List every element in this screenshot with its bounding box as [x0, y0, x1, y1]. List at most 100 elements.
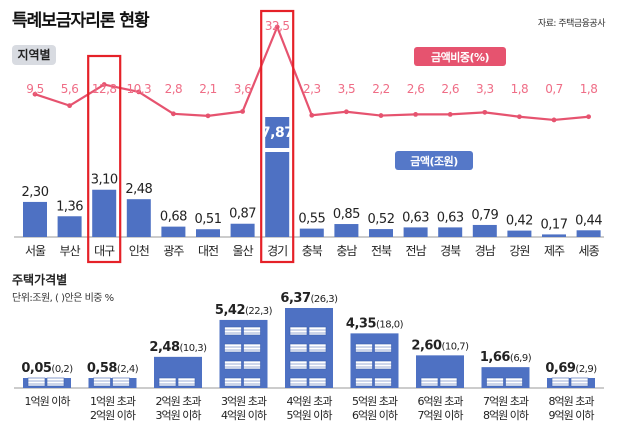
bar-7: [230, 223, 255, 237]
chart2-unit-note: 단위:조원, ( )안은 비중 %: [12, 293, 114, 304]
price-amount-1: 0,05: [21, 361, 52, 376]
bar-label-13: 0,63: [437, 210, 464, 225]
share-label-5: 2,8: [165, 82, 183, 96]
price-share-4: (22,3): [245, 306, 273, 317]
money-stack-icon: [158, 377, 196, 387]
share-point-6: [205, 113, 211, 119]
share-point-14: [482, 109, 488, 115]
share-label-10: 3,5: [338, 82, 356, 96]
bar-label-17: 0,44: [575, 213, 602, 228]
highlight-box-2: [260, 9, 295, 264]
price-tick-9-2: 9억원 이하: [549, 408, 595, 422]
share-label-7: 3,6: [234, 82, 252, 96]
money-stack-icon: [551, 377, 589, 387]
price-bar-8: [481, 367, 530, 388]
share-point-13: [447, 112, 453, 117]
chart2-header: 주택가격별 단위:조원, ( )안은 비중 %: [12, 271, 619, 311]
share-point-5: [171, 111, 176, 117]
bar-label-4: 2,48: [125, 182, 152, 197]
money-stack-icon: [420, 377, 458, 387]
x-tick-1: 서울: [25, 244, 46, 258]
share-point-1: [32, 91, 38, 97]
x-tick-16: 제주: [544, 244, 565, 258]
price-tick-6-2: 6억원 이하: [352, 408, 398, 422]
x-tick-9: 충북: [302, 244, 323, 258]
price-tick-8-2: 8억원 이하: [483, 408, 529, 422]
legend-amount-label: 금액(조원): [410, 154, 458, 168]
price-tick-6-1: 5억원 초과: [352, 395, 398, 408]
bar-label-7: 0,87: [229, 207, 256, 222]
price-amount-8: 1,66: [480, 350, 511, 365]
price-amount-2: 0,58: [87, 361, 118, 376]
legend-share-label: 금액비중(%): [431, 50, 490, 64]
bar-16: [542, 234, 566, 237]
price-bar-1: [23, 377, 71, 388]
price-share-5: (26,3): [311, 294, 339, 305]
price-tick-2-2: 2억원 이하: [90, 408, 136, 422]
share-label-4: 10,3: [126, 82, 151, 96]
source-note: 자료: 주택금융공사: [537, 19, 606, 29]
share-point-7: [240, 109, 246, 114]
x-tick-13: 경북: [440, 244, 461, 258]
money-stack-icon: [224, 326, 261, 387]
price-tick-5-1: 4억원 초과: [287, 395, 333, 408]
price-bar-3: [154, 356, 202, 388]
x-tick-2: 부산: [60, 244, 81, 258]
price-share-3: (10,3): [180, 343, 208, 354]
legend-share: 금액비중(%): [414, 47, 506, 66]
bar-label-14: 0,79: [471, 208, 498, 223]
bar-label-5: 0,68: [160, 210, 187, 225]
price-value-label-7: 2,60(10,7): [411, 338, 469, 353]
price-tick-3-1: 2억원 초과: [156, 395, 202, 408]
bar-12: [403, 227, 428, 237]
price-value-label-9: 0,69(2,9): [545, 361, 597, 376]
price-tick-7-1: 6억원 초과: [418, 395, 464, 408]
x-tick-10: 충남: [336, 244, 357, 258]
price-share-2: (2,4): [117, 364, 139, 375]
share-label-11: 2,2: [372, 82, 390, 96]
share-point-17: [586, 114, 591, 120]
price-tick-9-1: 8억원 초과: [549, 395, 595, 408]
share-label-12: 2,6: [407, 82, 425, 96]
share-label-8: 32,5: [265, 19, 290, 33]
price-value-label-6: 4,35(18,0): [346, 316, 404, 331]
price-value-label-4: 5,42(22,3): [215, 303, 273, 318]
bar-5: [161, 226, 186, 237]
price-bar-6: [350, 333, 399, 388]
money-stack-icon: [93, 377, 130, 387]
price-share-6: (18,0): [376, 319, 404, 330]
price-amount-4: 5,42: [215, 303, 245, 318]
price-bar-9: [547, 377, 595, 388]
x-tick-15: 강원: [509, 244, 529, 258]
price-value-label-1: 0,05(0,2): [21, 361, 73, 376]
share-point-8: [274, 24, 280, 30]
price-amount-9: 0,69: [545, 361, 576, 376]
price-share-8: (6,9): [510, 353, 532, 364]
price-amount-7: 2,60: [411, 338, 442, 353]
bar-label-8: 7,87: [261, 125, 294, 141]
bar-label-11: 0,52: [368, 212, 395, 227]
price-tick-4-2: 4억원 이하: [221, 408, 267, 422]
legend-amount: 금액(조원): [395, 151, 473, 170]
price-share-9: (2,9): [575, 364, 597, 375]
bar-3: [92, 189, 117, 237]
x-tick-7: 울산: [233, 244, 254, 258]
highlight-box-1: [87, 54, 122, 264]
bar-label-16: 0,17: [541, 217, 568, 232]
share-point-4: [136, 89, 142, 95]
region-chart: 9,5 5,6 12,8 10,3 2,8 2,1 3,6 32,5 2,3 3,5 2,2 2,6 2…: [14, 9, 604, 264]
chart2-title: 주택가격별: [12, 273, 68, 287]
price-value-label-3: 2,48(10,3): [149, 340, 207, 355]
bar-label-10: 0,85: [333, 207, 360, 222]
x-tick-14: 경남: [475, 244, 496, 258]
x-tick-5: 광주: [163, 244, 184, 258]
bar-6: [196, 229, 220, 237]
price-tick-8-1: 7억원 초과: [483, 395, 529, 408]
share-label-13: 2,6: [441, 82, 459, 96]
price-bar-7: [416, 355, 464, 388]
bar-17: [576, 230, 601, 237]
x-tick-12: 전남: [406, 244, 427, 258]
share-label-6: 2,1: [199, 82, 217, 96]
price-share-7: (10,7): [442, 341, 470, 352]
bar-label-6: 0,51: [195, 212, 222, 227]
